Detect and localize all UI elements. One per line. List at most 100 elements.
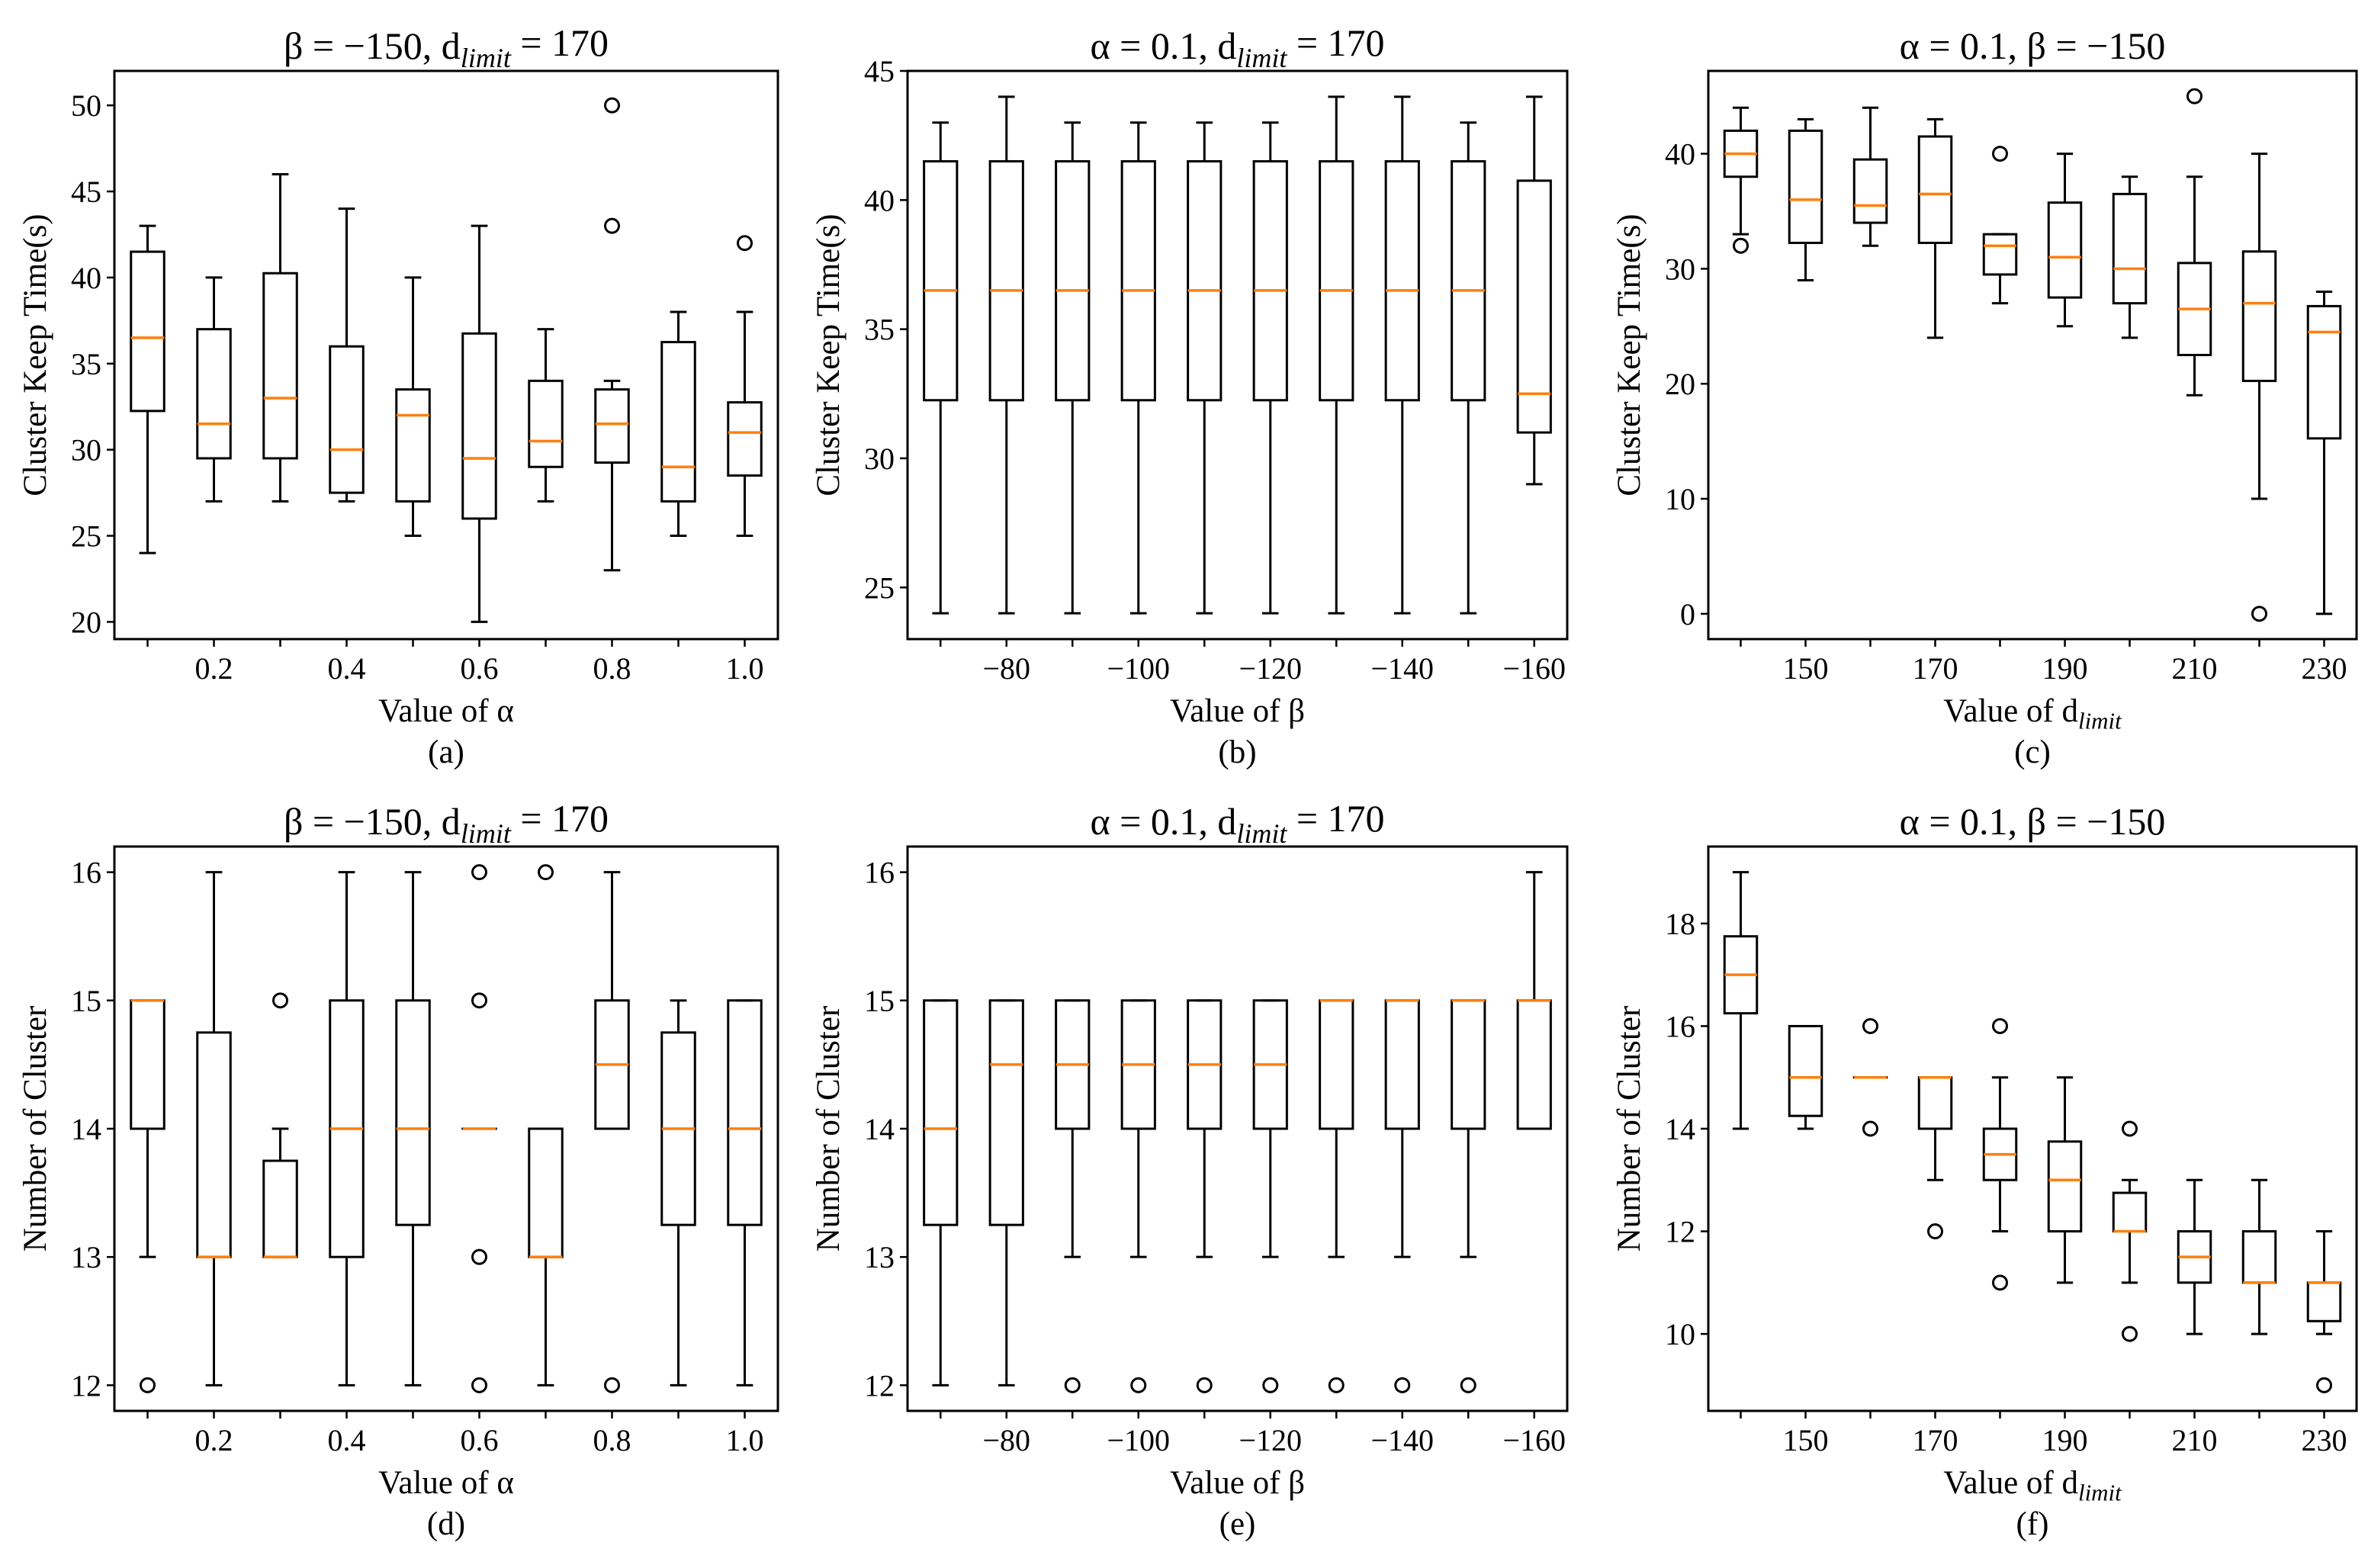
box-3 [1055, 999, 1091, 1393]
x-tick-label: 210 [2172, 651, 2218, 686]
outlier-point [1927, 1223, 1943, 1240]
y-tick-label: 0 [1680, 597, 1695, 631]
iqr-box [1516, 999, 1552, 1130]
panel-title-main: α = 0.1, β = −150 [1900, 24, 2166, 67]
x-axis-label-main: Value of d [1943, 693, 2078, 729]
iqr-box [1982, 233, 2018, 276]
outlier-point [538, 864, 554, 881]
outlier-point [1064, 1377, 1081, 1393]
outlier-point [1196, 1377, 1213, 1393]
panel-title: α = 0.1, dlimit = 170 [1090, 797, 1384, 849]
box-1 [130, 999, 165, 1393]
box-5 [1982, 1017, 2018, 1291]
box-5 [1187, 999, 1223, 1393]
y-tick-label: 45 [864, 54, 895, 88]
panel-b: α = 0.1, dlimit = 170 25 30 35 40 45 −80 −100 −1… [811, 21, 1569, 770]
y-tick-label: 30 [864, 442, 895, 476]
iqr-box [2112, 1191, 2148, 1233]
iqr-box [329, 345, 365, 494]
iqr-box [1384, 999, 1420, 1130]
panel-title: α = 0.1, β = −150 [1900, 800, 2166, 843]
panel-d: β = −150, dlimit = 170 12 13 14 15 16 0.2 0.4 0.… [18, 797, 779, 1542]
box-10 [1516, 95, 1552, 486]
iqr-box [1451, 999, 1486, 1130]
box-5 [1982, 146, 2018, 305]
iqr-box [988, 160, 1024, 402]
iqr-box [988, 999, 1024, 1226]
outlier-point [2186, 88, 2203, 104]
x-tick-label: 0.4 [328, 651, 366, 686]
iqr-box [1120, 160, 1156, 402]
x-tick-label: −140 [1370, 651, 1434, 686]
x-axis-label: Value of dlimit [1943, 1465, 2122, 1505]
box-1 [923, 999, 959, 1386]
outlier-point [1862, 1017, 1878, 1034]
y-tick-label: 14 [1665, 1112, 1695, 1146]
box-10 [727, 235, 763, 538]
iqr-box [262, 272, 298, 460]
box-7 [2112, 1120, 2148, 1342]
box-1 [923, 121, 959, 615]
x-tick-label: 0.2 [195, 651, 233, 686]
y-tick-label: 13 [71, 1240, 101, 1274]
box-8 [2177, 1178, 2212, 1335]
y-axis-label: Number of Cluster [1611, 1006, 1647, 1252]
box-9 [1451, 121, 1486, 615]
x-axis-label: Value of α [378, 1465, 514, 1501]
panel-title: β = −150, dlimit = 170 [284, 797, 609, 849]
outlier-point [471, 864, 487, 881]
iqr-box [1252, 160, 1288, 402]
x-tick-label: 0.8 [593, 651, 631, 686]
x-axis-label-main: Value of α [378, 1465, 514, 1501]
panel-c: α = 0.1, β = −150 0 10 20 30 40 150 170 190 210 23… [1611, 24, 2358, 770]
y-axis-label: Number of Cluster [18, 1006, 53, 1252]
iqr-box [528, 1127, 564, 1258]
box-2 [196, 276, 232, 503]
box-10 [727, 999, 763, 1386]
panel-title-main: α = 0.1, d [1090, 800, 1236, 843]
x-tick-label: 0.6 [461, 1423, 499, 1457]
y-tick-label: 25 [71, 519, 101, 554]
box-10 [1516, 871, 1552, 1130]
x-tick-label: 1.0 [726, 651, 764, 686]
y-tick-label: 25 [864, 570, 895, 605]
y-tick-label: 20 [71, 605, 101, 639]
x-tick-label: 1.0 [726, 1423, 764, 1457]
x-tick-label: 0.4 [328, 1423, 366, 1457]
panel-caption: (a) [428, 734, 464, 770]
iqr-box [1319, 160, 1354, 402]
panel-a: β = −150, dlimit = 170 20 25 30 35 40 45 50 0.2 0… [18, 21, 779, 770]
box-9 [1451, 999, 1486, 1393]
y-tick-label: 35 [71, 347, 101, 381]
x-tick-label: 190 [2042, 1423, 2088, 1457]
panel-title: β = −150, dlimit = 170 [284, 21, 609, 73]
panel-title-subscript: limit [461, 818, 512, 849]
panel-f: α = 0.1, β = −150 10 12 14 16 18 150 170 190 210 2… [1611, 800, 2358, 1542]
x-axis-label: Value of α [378, 693, 514, 729]
x-tick-label: 0.8 [593, 1423, 631, 1457]
outlier-point [471, 992, 487, 1009]
iqr-box [1187, 160, 1223, 402]
iqr-box [1852, 158, 1888, 224]
outlier-point [1394, 1377, 1411, 1393]
plot-frame [113, 69, 779, 641]
plot-frame [1707, 69, 2358, 641]
iqr-box [1788, 129, 1823, 244]
box-9 [2241, 1178, 2277, 1335]
box-2 [1788, 117, 1823, 281]
iqr-box [2306, 304, 2342, 440]
outlier-point [604, 1377, 620, 1393]
outlier-point [2122, 1120, 2138, 1137]
iqr-box [1451, 160, 1486, 402]
iqr-box [2047, 1140, 2083, 1233]
box-8 [2177, 88, 2212, 397]
outlier-point [604, 97, 620, 114]
box-3 [262, 992, 298, 1258]
panel-caption: (b) [1218, 734, 1256, 770]
box-9 [660, 310, 696, 538]
box-4 [1917, 117, 1953, 339]
outlier-point [1862, 1120, 1878, 1137]
plot-frame [113, 845, 779, 1412]
iqr-box [528, 379, 564, 468]
outlier-point [2251, 606, 2267, 622]
